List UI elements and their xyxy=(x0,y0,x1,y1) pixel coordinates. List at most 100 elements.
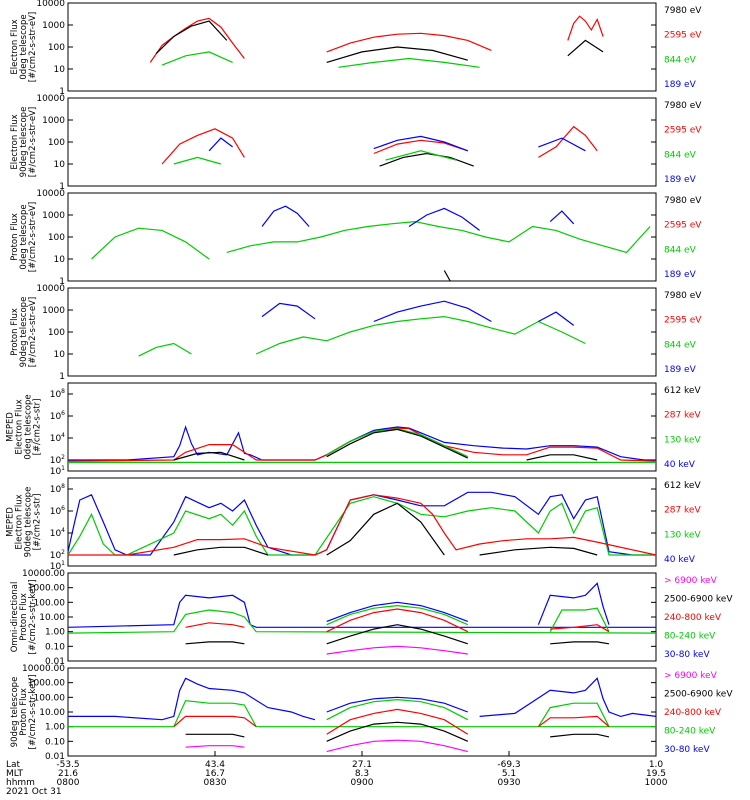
series-line xyxy=(161,51,233,66)
legend-label: 287 keV xyxy=(664,411,701,421)
legend-label: 189 eV xyxy=(664,365,697,375)
series-line xyxy=(338,57,480,68)
y-tick-label: 100.00 xyxy=(34,693,66,703)
series-line xyxy=(326,428,469,459)
series-line xyxy=(326,739,468,753)
y-tick-label: 1 xyxy=(59,277,65,287)
series-line xyxy=(538,125,598,158)
series-189-ev xyxy=(208,135,586,152)
legend-label: 240-800 keV xyxy=(664,708,722,718)
y-tick-label: 0.01 xyxy=(45,752,65,762)
series-line xyxy=(67,594,656,628)
y-tick-label: 10 xyxy=(54,65,66,75)
series-line xyxy=(67,609,657,634)
series-line xyxy=(185,745,245,748)
y-tick-label: 10000.00 xyxy=(22,569,65,579)
series-line xyxy=(549,210,575,225)
legend-label: 80-240 keV xyxy=(664,727,716,737)
series-189-ev xyxy=(261,300,575,326)
panel-frame xyxy=(67,477,657,567)
x-tick-time: 0830 xyxy=(204,778,227,788)
y-axis-label: [#/cm2-s-str-keV] xyxy=(28,580,38,655)
series-line xyxy=(185,641,245,645)
series-line xyxy=(67,427,657,462)
panel-7: 0.01 0.10 1.00 10.00 100.00 1000.00 10000.00Om… xyxy=(10,569,733,667)
series-line xyxy=(479,546,598,556)
series-2500-6900-kev xyxy=(185,721,610,742)
x-row-label: MLT xyxy=(6,769,24,779)
y-tick-label: 104 xyxy=(50,527,65,539)
series-line xyxy=(261,302,316,320)
series-line xyxy=(326,608,469,633)
series-line xyxy=(173,546,269,556)
y-tick-label: 101 xyxy=(50,465,65,477)
series-240-800-kev xyxy=(173,708,610,735)
series-line xyxy=(538,137,586,152)
x-tick-lat: -69.3 xyxy=(497,760,520,770)
series-287-kev xyxy=(67,427,657,462)
panel-frame xyxy=(67,667,657,757)
panel-2: 1 10 100 1000 10000 Electron Flux 90deg telesc… xyxy=(10,94,702,192)
legend-label: 80-240 keV xyxy=(664,632,716,642)
series-612-kev xyxy=(173,502,598,556)
y-tick-label: 1 xyxy=(59,87,65,97)
series-line xyxy=(479,677,657,718)
series-7980-ev xyxy=(443,270,451,282)
panel-3: 1 10 100 1000 10000 Proton Flux 0deg telescope… xyxy=(10,189,702,287)
legend-label: 30-80 keV xyxy=(664,745,710,755)
series-line xyxy=(173,451,245,461)
y-axis-label: Proton Flux xyxy=(19,593,29,641)
series-line xyxy=(373,139,468,155)
series-130-kev xyxy=(68,428,656,463)
series-line xyxy=(138,342,192,357)
series-287-kev xyxy=(68,494,657,556)
legend-label: 287 keV xyxy=(664,506,701,516)
series-line xyxy=(526,454,598,461)
series-line xyxy=(537,702,610,728)
y-axis-label: Electron Flux xyxy=(15,494,25,549)
legend-label: 844 eV xyxy=(664,55,697,65)
series-240-800-kev xyxy=(185,608,610,633)
series-line xyxy=(326,502,445,556)
y-tick-label: 100 xyxy=(48,138,65,148)
series-line xyxy=(567,39,604,57)
series-line xyxy=(326,721,469,742)
series-line xyxy=(68,677,316,721)
y-axis-label: 0deg telescope xyxy=(24,394,34,459)
legend-label: 7980 eV xyxy=(664,101,702,111)
series-844-ev xyxy=(173,150,457,165)
y-tick-label: 106 xyxy=(50,505,65,517)
y-tick-label: 1 xyxy=(59,182,65,192)
series-line xyxy=(173,156,222,165)
series-2500-6900-kev xyxy=(185,624,610,645)
y-axis-label: [#/cm2-s-str-eV] xyxy=(28,107,38,177)
series-6900-kev xyxy=(185,739,468,753)
series-line xyxy=(550,624,610,633)
series-2595-ev xyxy=(149,15,604,63)
x-tick-mlt: 19.5 xyxy=(646,769,666,779)
legend-label: 240-800 keV xyxy=(664,613,722,623)
series-line xyxy=(326,428,469,458)
series-7980-ev xyxy=(379,152,474,167)
series-line xyxy=(326,601,469,622)
series-line xyxy=(326,46,468,63)
x-tick-mlt: 16.7 xyxy=(205,769,225,779)
y-tick-label: 100 xyxy=(48,43,65,53)
series-line xyxy=(326,708,469,735)
legend-label: 30-80 keV xyxy=(664,650,710,660)
y-tick-label: 106 xyxy=(50,410,65,422)
series-line xyxy=(326,698,469,721)
legend-label: 844 eV xyxy=(664,245,697,255)
y-tick-label: 1000 xyxy=(42,306,65,316)
x-tick-time: 0800 xyxy=(57,778,80,788)
y-axis-label: 90deg telescope xyxy=(19,297,29,368)
series-line xyxy=(385,150,457,161)
y-tick-label: 100 xyxy=(48,233,65,243)
series-30-80-kev xyxy=(67,582,656,628)
y-tick-label: 10000.00 xyxy=(22,664,65,674)
y-axis-label: [#/cm2-s-str-eV] xyxy=(28,202,38,272)
series-line xyxy=(149,17,245,63)
y-axis-label: [#/cm2-s-str-keV] xyxy=(28,675,38,750)
series-line xyxy=(91,227,210,260)
